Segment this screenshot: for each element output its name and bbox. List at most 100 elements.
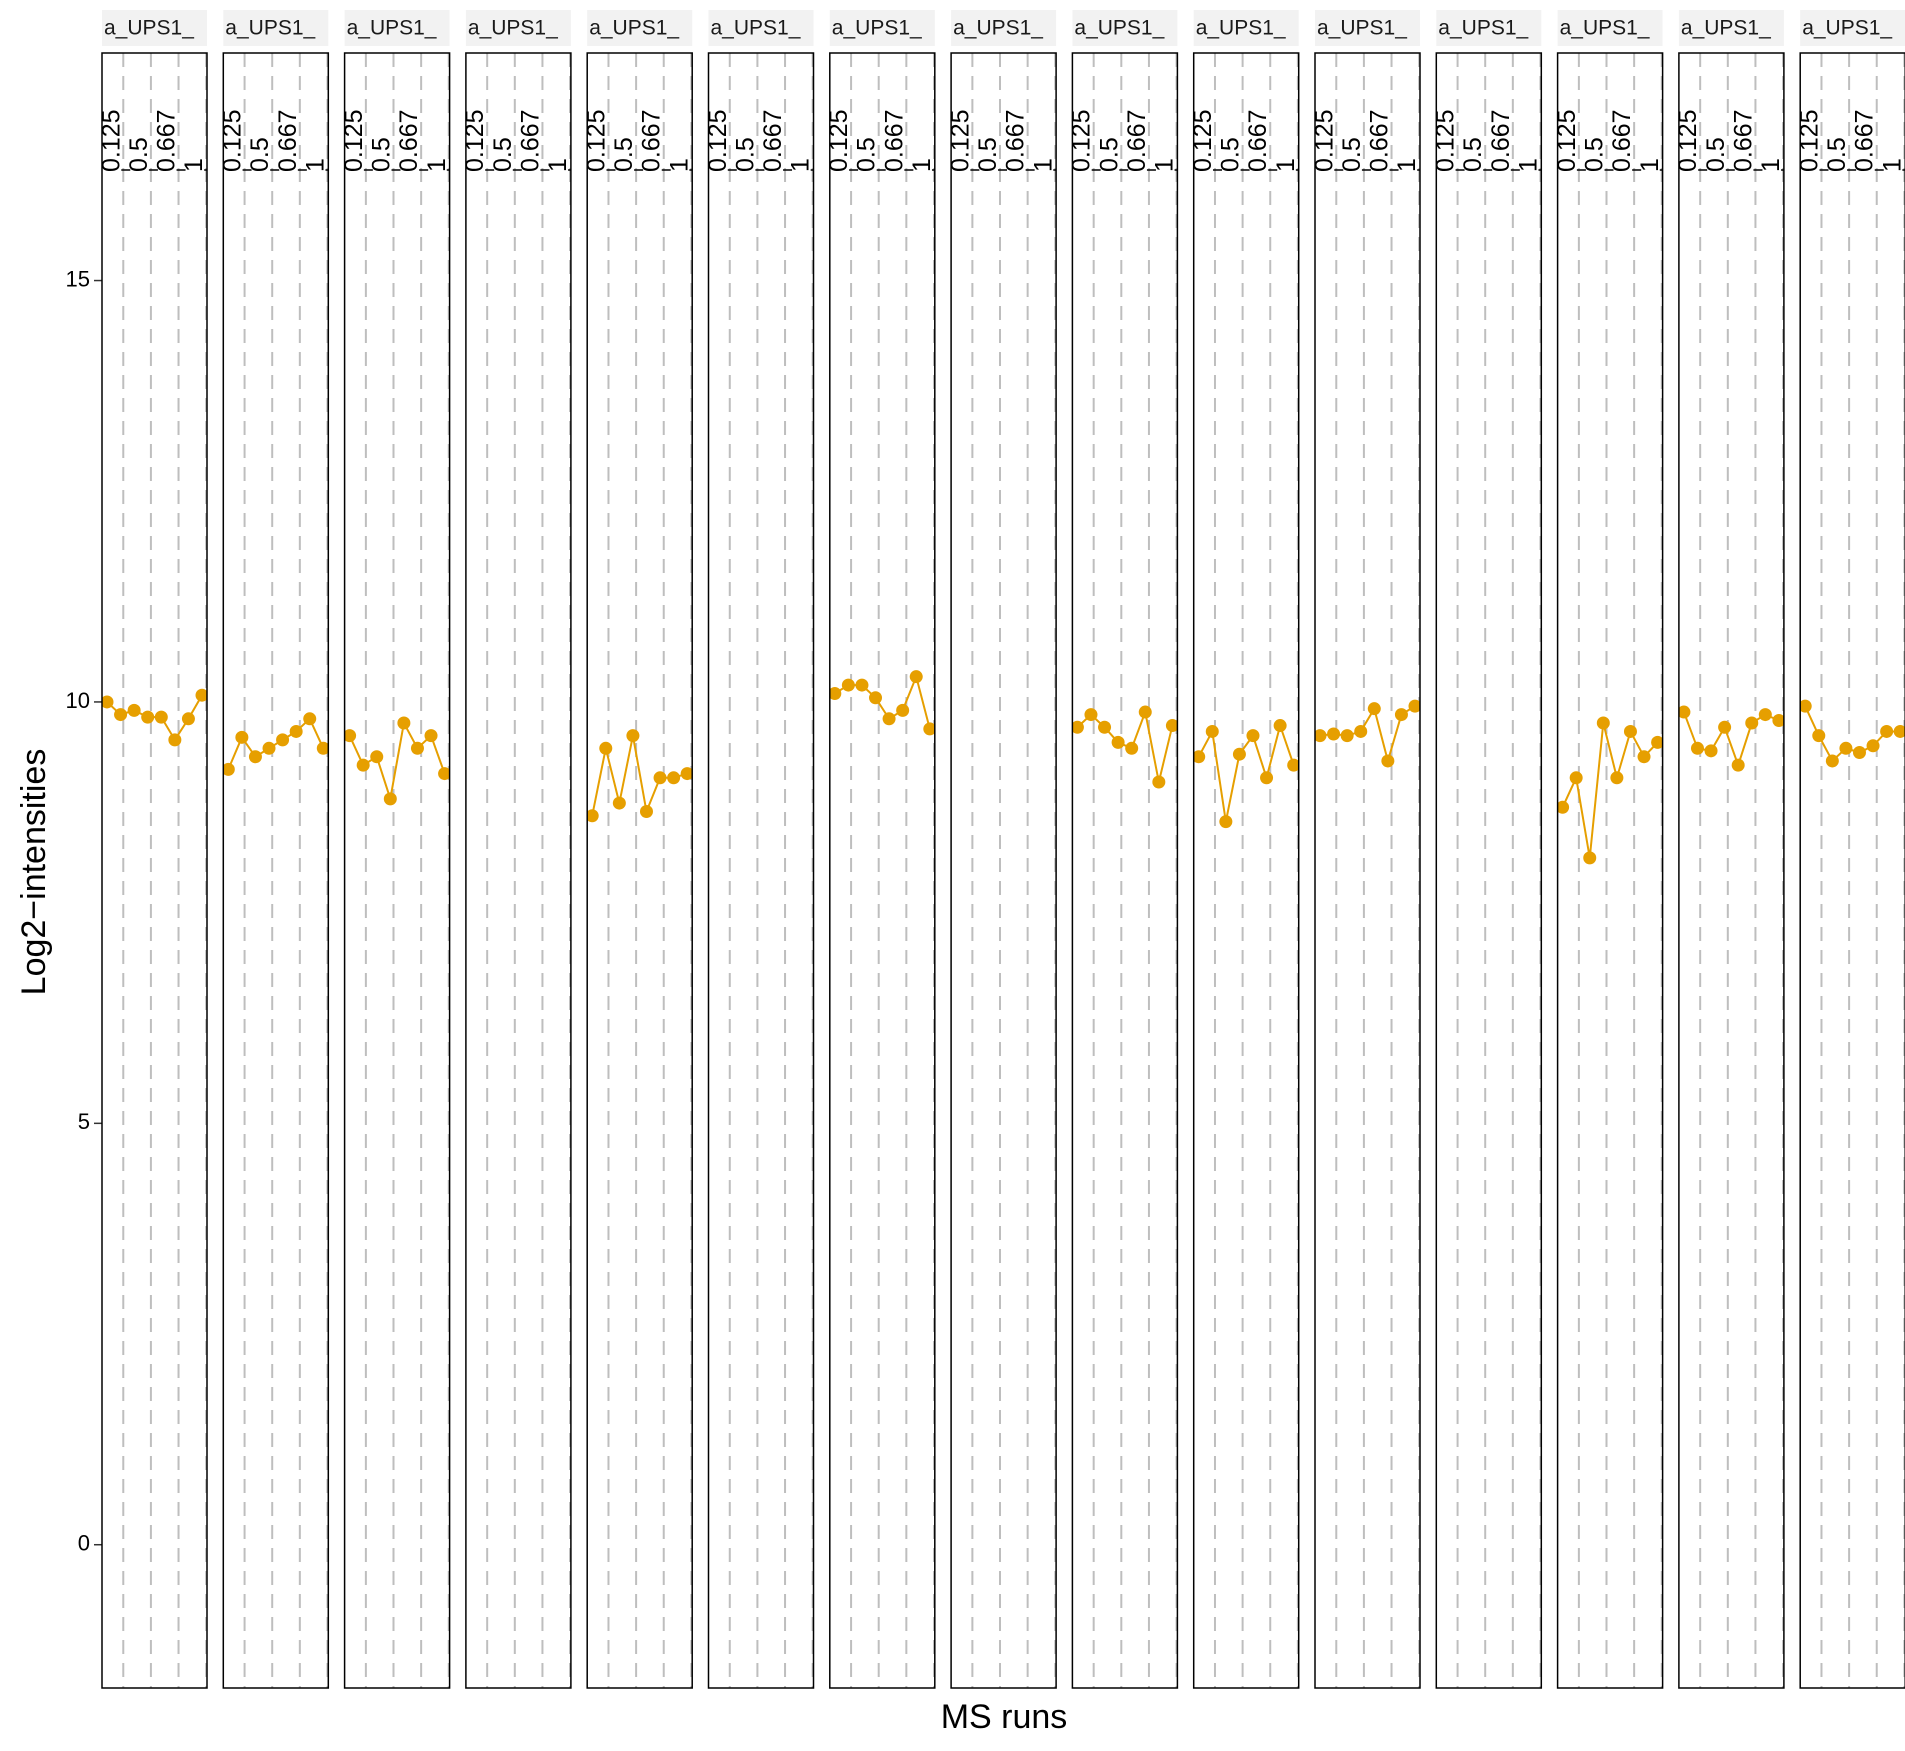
panel-content: 0.125 0.5 0.667 1 [825, 53, 936, 1688]
data-point [316, 741, 329, 755]
data-point [397, 716, 411, 730]
panel-border [950, 52, 1057, 1689]
facet-panel: a_UPS1_ 0.125 0.5 0.667 1 [1432, 10, 1543, 1689]
facet-strip [102, 10, 207, 46]
guide-label: 0.125 [582, 109, 610, 172]
data-point [262, 741, 276, 755]
guide-label: 0.667 [1608, 109, 1636, 172]
facet-strip-label: a_UPS1_ [1560, 17, 1650, 40]
data-point [370, 750, 384, 764]
data-point [1111, 735, 1125, 749]
data-point [1408, 699, 1420, 713]
data-point [1273, 719, 1287, 733]
data-point [1839, 741, 1853, 755]
guide-label: 1 [1514, 158, 1542, 172]
facet-panel: a_UPS1_ 0.125 0.5 0.667 1 [707, 10, 815, 1689]
data-point [923, 722, 935, 736]
data-point [869, 691, 883, 705]
facet-panel: a_UPS1_ 0.125 0.5 0.667 1 [222, 10, 330, 1689]
data-point [1394, 708, 1408, 722]
guide-label: 0.125 [1795, 109, 1823, 172]
facet-strip-label: a_UPS1_ [711, 17, 801, 40]
data-point [1340, 729, 1354, 743]
data-point [127, 703, 141, 717]
facet-panel: a_UPS1_ 0.125 0.5 0.667 1 [1795, 10, 1905, 1689]
data-point [1098, 720, 1112, 734]
facet-strip-label: a_UPS1_ [1196, 17, 1286, 40]
facet-panel: a_UPS1_ 0.125 0.5 0.667 1 [1556, 10, 1664, 1689]
panel-border [1435, 52, 1543, 1689]
x-axis-title: MS runs [941, 1698, 1068, 1736]
guide-label: 1 [1151, 158, 1179, 172]
facet-strip-label: a_UPS1_ [1681, 17, 1771, 40]
panel-content: 0.125 0.5 0.667 1 [102, 53, 207, 1688]
guide-label: 0.667 [1002, 109, 1030, 172]
facet-strip [465, 10, 571, 46]
facet-panel: a_UPS1_ 0.125 0.5 0.667 1 [343, 10, 451, 1689]
guide-label: 0.5 [1338, 137, 1366, 172]
series-line [227, 717, 325, 770]
guide-label: 0.667 [1487, 109, 1515, 172]
data-point [1152, 775, 1166, 789]
data-point [1232, 747, 1246, 761]
guide-label: 0.5 [1581, 137, 1609, 172]
guide-label: 0.125 [461, 109, 489, 172]
data-point [154, 710, 168, 724]
guide-label: 1 [1878, 158, 1905, 172]
facet-strip-label: a_UPS1_ [953, 17, 1043, 40]
panel-border [1071, 52, 1179, 1689]
panel-content: 0.125 0.5 0.667 1 [582, 53, 693, 1688]
facet-panel: a_UPS1_ 0.125 0.5 0.667 1 [1192, 10, 1300, 1689]
panel-border [1799, 52, 1905, 1689]
data-point [626, 729, 640, 743]
panel-content: 0.125 0.5 0.667 1 [951, 53, 1057, 1688]
facet-strip-label: a_UPS1_ [832, 17, 922, 40]
guide-label: 0.667 [759, 109, 787, 172]
panel-content: 0.125 0.5 0.667 1 [1678, 53, 1784, 1688]
data-point [1852, 746, 1866, 760]
guide-label: 0.125 [825, 109, 853, 172]
data-point [1569, 771, 1583, 785]
y-axis-title: Log2−intensities [15, 749, 53, 996]
guide-label: 0.667 [1366, 109, 1394, 172]
y-axis: 0 5 10 15 [66, 266, 102, 1556]
facet-strip [1193, 10, 1299, 46]
data-point [303, 712, 317, 726]
guide-label: 0.5 [1459, 137, 1487, 172]
data-point [1893, 724, 1905, 738]
data-point [1704, 744, 1718, 758]
data-point [410, 741, 424, 755]
y-tick-label: 5 [78, 1109, 90, 1134]
panel-content: 0.125 0.5 0.667 1 [1795, 53, 1905, 1688]
y-tick-label: 10 [66, 688, 90, 713]
guide-label: 0.125 [1432, 109, 1460, 172]
data-point [1880, 724, 1894, 738]
guide-label: 0.5 [1823, 137, 1851, 172]
panel-border [101, 52, 208, 1689]
panel-border [1192, 52, 1300, 1689]
data-point [1287, 758, 1299, 772]
panel-content: 0.125 0.5 0.667 1 [708, 53, 814, 1688]
data-point [248, 750, 262, 764]
panel-border [222, 52, 330, 1689]
facet-panel: a_UPS1_ 0.125 0.5 0.667 1 [461, 10, 572, 1689]
facet-strip-label: a_UPS1_ [347, 17, 437, 40]
panel-border [465, 52, 572, 1689]
facet-strip [1800, 10, 1905, 46]
panel-content: 0.125 0.5 0.667 1 [461, 53, 571, 1688]
panel-border [586, 52, 693, 1689]
series-line [1076, 708, 1174, 783]
facet-strip-label: a_UPS1_ [468, 17, 558, 40]
data-point [1758, 708, 1772, 722]
facet-strip-label: a_UPS1_ [1317, 17, 1407, 40]
panel-content: 0.125 0.5 0.667 1 [1315, 53, 1420, 1688]
data-point [438, 767, 450, 781]
data-point [1800, 699, 1812, 713]
guide-label: 0.667 [395, 109, 423, 172]
data-point [882, 712, 896, 726]
guide-label: 0.667 [1244, 109, 1272, 172]
guide-label: 1 [908, 158, 936, 172]
data-point [168, 733, 182, 747]
facet-panel: a_UPS1_ 0.125 0.5 0.667 1 [1678, 10, 1785, 1689]
panel-border [1314, 52, 1421, 1689]
